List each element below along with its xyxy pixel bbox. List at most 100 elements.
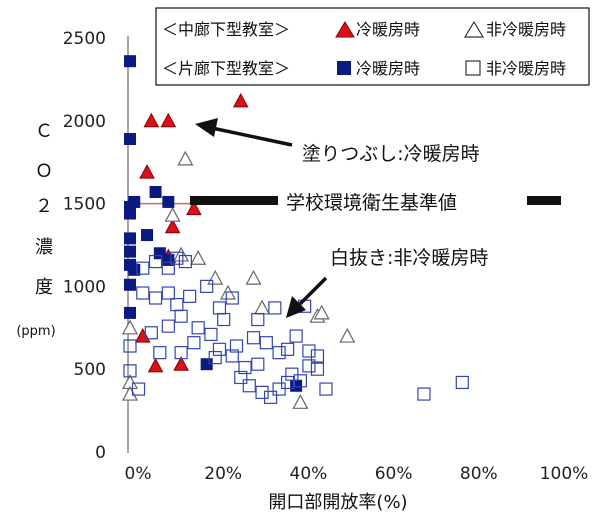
y-tick-label: 2000 xyxy=(63,112,106,132)
square-hollow-point xyxy=(204,327,218,342)
square-hollow-point xyxy=(310,349,325,363)
square-hollow-point xyxy=(455,375,469,390)
square-hollow-point xyxy=(263,390,278,404)
square-hollow-point xyxy=(131,382,146,396)
annotation-hollow-arrow-shaft xyxy=(298,276,328,306)
annotation-filled-arrowhead-icon xyxy=(195,118,218,137)
square-filled-point xyxy=(200,358,213,371)
x-tick-label: 0% xyxy=(125,464,152,484)
square-hollow-point xyxy=(136,286,150,300)
y-tick-label: 2500 xyxy=(63,29,106,49)
triangle-hollow-point xyxy=(254,299,271,315)
square-hollow-point xyxy=(289,329,303,343)
square-hollow-point xyxy=(153,346,167,360)
square-hollow-point xyxy=(123,364,137,378)
triangle-hollow-point xyxy=(190,249,207,265)
square-hollow-point xyxy=(136,261,150,275)
annotation-hollow: 白抜き:非冷暖房時 xyxy=(286,247,488,318)
reference-label-group: 学校環境衛生基準値 xyxy=(190,192,561,214)
triangle-filled-point xyxy=(164,218,181,234)
square-hollow-point xyxy=(217,312,231,327)
square-hollow-point xyxy=(246,331,261,345)
square-hollow-point xyxy=(234,370,248,385)
plot-area xyxy=(127,36,190,453)
legend-hollow-triangle-icon xyxy=(463,20,485,38)
triangle-filled-point xyxy=(160,112,177,128)
square-hollow-point xyxy=(251,312,265,327)
triangle-filled-point xyxy=(173,356,189,371)
legend-group-central-corridor: ＜中廊下型教室＞ xyxy=(162,20,290,39)
triangle-filled-point xyxy=(147,357,164,373)
square-hollow-point xyxy=(170,251,184,265)
ylabel-char-3: ２ xyxy=(35,196,53,217)
data-points xyxy=(121,55,469,409)
triangle-hollow-point xyxy=(173,246,190,262)
legend-group-side-corridor: ＜片廊下型教室＞ xyxy=(162,59,290,78)
square-hollow-point xyxy=(302,344,316,358)
y-axis-title: Ｃ Ｏ ２ 濃 度 (ppm) xyxy=(16,121,55,339)
square-hollow-point xyxy=(417,387,431,401)
square-hollow-point xyxy=(281,375,295,390)
square-hollow-point xyxy=(200,279,214,293)
y-tick-label: 1000 xyxy=(63,277,106,297)
triangle-hollow-point xyxy=(339,327,356,343)
triangle-hollow-point xyxy=(121,319,139,335)
square-hollow-point xyxy=(161,286,175,300)
square-hollow-point xyxy=(208,351,222,365)
square-hollow-point xyxy=(187,336,201,350)
legend: ＜中廊下型教室＞ 冷暖房時 非冷暖房時 ＜片廊下型教室＞ 冷暖房時 非冷暖房時 xyxy=(155,7,590,86)
square-filled-point xyxy=(162,195,175,208)
square-hollow-point xyxy=(225,291,239,305)
y-tick-label: 1500 xyxy=(63,195,106,215)
square-hollow-point xyxy=(259,336,273,350)
x-tick-label: 20% xyxy=(204,464,242,484)
annotation-hollow-text: 白抜き:非冷暖房時 xyxy=(330,247,488,269)
ylabel-char-1: Ｃ xyxy=(35,121,53,142)
ylabel-char-2: Ｏ xyxy=(35,161,53,182)
triangle-filled-point xyxy=(143,112,160,128)
square-hollow-point xyxy=(183,289,197,303)
reference-line-label: 学校環境衛生基準値 xyxy=(286,192,457,214)
triangle-hollow-point xyxy=(245,269,262,285)
legend-side-no-hvac-label: 非冷暖房時 xyxy=(486,59,566,78)
x-tick-label: 80% xyxy=(460,464,498,484)
triangle-filled-point xyxy=(186,200,202,216)
x-axis-title: 開口部開放率(%) xyxy=(268,492,407,513)
square-hollow-point xyxy=(281,342,295,356)
square-hollow-point xyxy=(212,301,227,315)
y-tick-labels: 0 500 1000 1500 2000 2500 xyxy=(63,29,106,463)
y-tick-label: 500 xyxy=(74,360,106,380)
triangle-hollow-point xyxy=(207,269,224,285)
ylabel-char-5: 度 xyxy=(35,277,53,298)
triangle-hollow-point xyxy=(292,394,309,409)
square-hollow-point xyxy=(161,319,175,333)
square-hollow-point xyxy=(174,346,188,360)
square-hollow-point xyxy=(225,349,239,363)
square-hollow-point xyxy=(272,382,286,396)
square-hollow-point xyxy=(285,367,299,381)
triangle-hollow-point xyxy=(164,206,181,222)
triangle-hollow-point xyxy=(177,150,194,166)
square-hollow-point xyxy=(144,326,158,340)
square-hollow-point xyxy=(170,298,184,312)
square-filled-point xyxy=(124,278,136,291)
legend-navy-square-icon xyxy=(337,61,351,75)
square-hollow-point xyxy=(255,385,269,399)
legend-box xyxy=(155,7,590,86)
square-hollow-point xyxy=(268,301,282,315)
annotation-filled-text: 塗りつぶし:冷暖房時 xyxy=(302,142,480,165)
x-tick-labels: 0% 20% 40% 60% 80% 100% xyxy=(125,464,589,484)
reference-bar-left xyxy=(190,196,278,205)
square-filled-point xyxy=(124,133,136,146)
legend-central-no-hvac-label: 非冷暖房時 xyxy=(486,20,566,39)
triangle-filled-point xyxy=(134,328,151,343)
square-hollow-point xyxy=(293,374,307,388)
square-filled-point xyxy=(128,195,141,208)
reference-bar-right xyxy=(527,196,561,205)
y-tick-label: 0 xyxy=(95,443,106,463)
triangle-filled-point xyxy=(232,92,249,108)
triangle-filled-point xyxy=(139,164,155,179)
square-hollow-point xyxy=(272,346,286,360)
ylabel-char-4: 濃 xyxy=(35,237,53,258)
